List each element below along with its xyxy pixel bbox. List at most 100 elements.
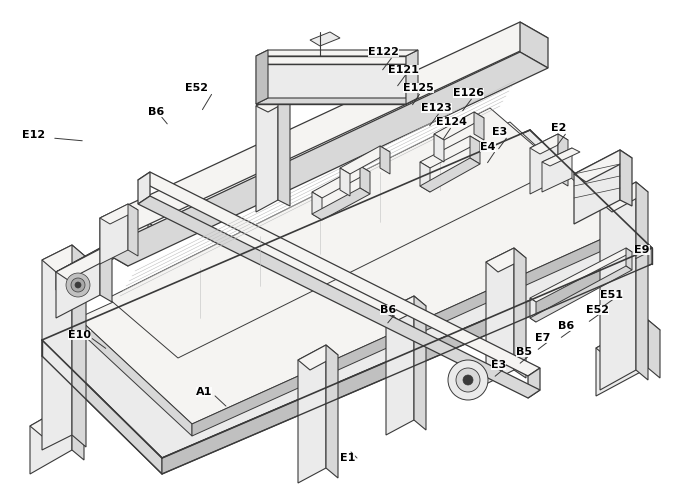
Polygon shape xyxy=(100,204,128,264)
Polygon shape xyxy=(574,150,632,182)
Polygon shape xyxy=(530,248,632,302)
Polygon shape xyxy=(530,298,536,322)
Polygon shape xyxy=(626,248,632,270)
Polygon shape xyxy=(42,340,162,474)
Polygon shape xyxy=(138,172,540,376)
Polygon shape xyxy=(340,168,350,196)
Text: E52: E52 xyxy=(586,305,609,315)
Polygon shape xyxy=(420,136,480,168)
Circle shape xyxy=(71,278,85,292)
Polygon shape xyxy=(530,134,558,194)
Polygon shape xyxy=(648,320,660,378)
Text: E10: E10 xyxy=(68,330,91,340)
Text: E122: E122 xyxy=(368,47,399,57)
Polygon shape xyxy=(256,94,278,212)
Polygon shape xyxy=(434,134,444,162)
Polygon shape xyxy=(596,320,648,396)
Polygon shape xyxy=(56,222,160,282)
Polygon shape xyxy=(600,182,648,212)
Polygon shape xyxy=(256,56,406,64)
Text: E7: E7 xyxy=(535,333,551,343)
Polygon shape xyxy=(138,196,540,398)
Polygon shape xyxy=(30,402,84,436)
Polygon shape xyxy=(360,166,370,194)
Polygon shape xyxy=(100,52,548,266)
Polygon shape xyxy=(542,148,572,192)
Circle shape xyxy=(448,360,488,400)
Polygon shape xyxy=(72,402,84,460)
Polygon shape xyxy=(72,245,86,447)
Polygon shape xyxy=(386,296,426,320)
Polygon shape xyxy=(56,249,100,318)
Circle shape xyxy=(75,282,81,288)
Polygon shape xyxy=(298,345,338,370)
Polygon shape xyxy=(340,146,390,174)
Text: E2: E2 xyxy=(551,123,567,133)
Polygon shape xyxy=(256,94,290,112)
Text: E4: E4 xyxy=(480,142,495,152)
Polygon shape xyxy=(470,136,480,164)
Text: E123: E123 xyxy=(421,103,452,113)
Polygon shape xyxy=(128,204,138,256)
Polygon shape xyxy=(78,318,192,436)
Polygon shape xyxy=(636,182,648,380)
Polygon shape xyxy=(148,222,160,248)
Polygon shape xyxy=(420,162,430,192)
Polygon shape xyxy=(298,345,326,483)
Polygon shape xyxy=(42,130,652,458)
Polygon shape xyxy=(406,50,418,104)
Text: E125: E125 xyxy=(403,83,434,93)
Text: B6: B6 xyxy=(148,107,164,117)
Polygon shape xyxy=(78,122,626,424)
Polygon shape xyxy=(434,112,484,140)
Polygon shape xyxy=(486,248,526,272)
Text: E12: E12 xyxy=(22,130,45,140)
Text: E9: E9 xyxy=(634,245,649,255)
Text: E121: E121 xyxy=(388,65,419,75)
Polygon shape xyxy=(596,320,660,358)
Polygon shape xyxy=(56,222,148,290)
Polygon shape xyxy=(256,50,418,56)
Polygon shape xyxy=(386,296,414,435)
Polygon shape xyxy=(326,345,338,478)
Polygon shape xyxy=(56,249,112,280)
Polygon shape xyxy=(100,218,128,266)
Polygon shape xyxy=(310,32,340,46)
Circle shape xyxy=(66,273,90,297)
Polygon shape xyxy=(620,150,632,206)
Polygon shape xyxy=(42,245,72,450)
Polygon shape xyxy=(162,248,652,474)
Polygon shape xyxy=(312,188,370,220)
Polygon shape xyxy=(100,22,548,234)
Text: A1: A1 xyxy=(196,387,213,397)
Polygon shape xyxy=(486,248,514,384)
Text: E52: E52 xyxy=(185,83,208,93)
Polygon shape xyxy=(100,249,112,302)
Circle shape xyxy=(463,375,473,385)
Polygon shape xyxy=(414,296,426,430)
Text: B5: B5 xyxy=(516,347,532,357)
Polygon shape xyxy=(256,64,406,104)
Polygon shape xyxy=(542,148,580,166)
Text: E51: E51 xyxy=(600,290,623,300)
Polygon shape xyxy=(530,266,632,322)
Polygon shape xyxy=(256,98,418,104)
Polygon shape xyxy=(420,158,480,192)
Polygon shape xyxy=(108,108,560,358)
Polygon shape xyxy=(192,228,626,436)
Polygon shape xyxy=(278,94,290,206)
Text: E126: E126 xyxy=(453,88,484,98)
Text: E3: E3 xyxy=(492,127,507,137)
Polygon shape xyxy=(256,50,268,104)
Polygon shape xyxy=(558,134,568,186)
Polygon shape xyxy=(100,204,138,224)
Polygon shape xyxy=(30,402,72,474)
Polygon shape xyxy=(574,150,620,224)
Polygon shape xyxy=(530,134,568,154)
Polygon shape xyxy=(380,146,390,174)
Polygon shape xyxy=(528,368,540,398)
Text: B6: B6 xyxy=(380,305,396,315)
Polygon shape xyxy=(312,192,322,220)
Polygon shape xyxy=(600,182,636,390)
Polygon shape xyxy=(138,172,150,204)
